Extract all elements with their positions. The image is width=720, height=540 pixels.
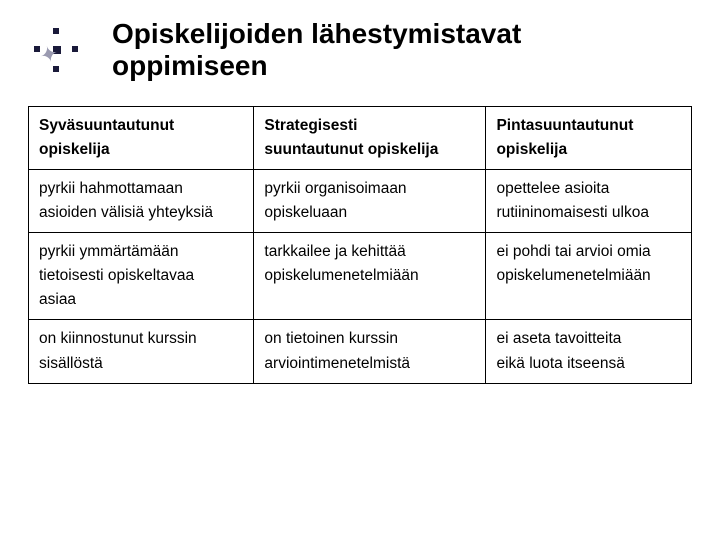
table-cell: Syväsuuntautunutopiskelija <box>29 107 254 170</box>
cell-text: eikä luota itseensä <box>496 352 681 376</box>
title-line-1: Opiskelijoiden lähestymistavat <box>112 18 521 50</box>
table-cell: on tietoinen kurssinarviointimenetelmist… <box>254 320 486 383</box>
table-cell: ei pohdi tai arvioi omiaopiskelumenetelm… <box>486 233 692 320</box>
cell-text: pyrkii organisoimaan <box>264 177 475 201</box>
table-cell: tarkkailee ja kehittääopiskelumenetelmiä… <box>254 233 486 320</box>
table-cell: Strategisestisuuntautunut opiskelija <box>254 107 486 170</box>
cell-text: opiskelumenetelmiään <box>496 264 681 288</box>
cell-text: sisällöstä <box>39 352 243 376</box>
cell-text: asioiden välisiä yhteyksiä <box>39 201 243 225</box>
cell-text: pyrkii hahmottamaan <box>39 177 243 201</box>
slide-header: ✦ Opiskelijoiden lähestymistavat oppimis… <box>28 18 692 82</box>
title-line-2: oppimiseen <box>112 50 521 82</box>
table-cell: opettelee asioitarutiininomaisesti ulkoa <box>486 170 692 233</box>
cell-text: opiskeluaan <box>264 201 475 225</box>
table-cell: pyrkii ymmärtämääntietoisesti opiskeltav… <box>29 233 254 320</box>
table-cell: pyrkii organisoimaanopiskeluaan <box>254 170 486 233</box>
table-cell: ei aseta tavoitteitaeikä luota itseensä <box>486 320 692 383</box>
table-row: on kiinnostunut kurssinsisällöstäon tiet… <box>29 320 692 383</box>
cell-text: asiaa <box>39 288 243 312</box>
cell-text: ei aseta tavoitteita <box>496 327 681 351</box>
header-text: suuntautunut opiskelija <box>264 138 475 162</box>
cell-text: opiskelumenetelmiään <box>264 264 475 288</box>
table-row: SyväsuuntautunutopiskelijaStrategisestis… <box>29 107 692 170</box>
cell-text: tietoisesti opiskeltavaa <box>39 264 243 288</box>
header-text: Syväsuuntautunut <box>39 114 243 138</box>
slide-title: Opiskelijoiden lähestymistavat oppimisee… <box>112 18 521 82</box>
header-text: Pintasuuntautunut <box>496 114 681 138</box>
approaches-table: SyväsuuntautunutopiskelijaStrategisestis… <box>28 106 692 383</box>
header-text: Strategisesti <box>264 114 475 138</box>
cell-text: on tietoinen kurssin <box>264 327 475 351</box>
table-cell: on kiinnostunut kurssinsisällöstä <box>29 320 254 383</box>
cell-text: opettelee asioita <box>496 177 681 201</box>
logo-icon: ✦ <box>28 24 84 80</box>
table-cell: Pintasuuntautunutopiskelija <box>486 107 692 170</box>
table-cell: pyrkii hahmottamaanasioiden välisiä yhte… <box>29 170 254 233</box>
cell-text: arviointimenetelmistä <box>264 352 475 376</box>
cell-text: on kiinnostunut kurssin <box>39 327 243 351</box>
header-text: opiskelija <box>39 138 243 162</box>
header-text: opiskelija <box>496 138 681 162</box>
cell-text: rutiininomaisesti ulkoa <box>496 201 681 225</box>
table-row: pyrkii ymmärtämääntietoisesti opiskeltav… <box>29 233 692 320</box>
table-row: pyrkii hahmottamaanasioiden välisiä yhte… <box>29 170 692 233</box>
cell-text: ei pohdi tai arvioi omia <box>496 240 681 264</box>
cell-text: tarkkailee ja kehittää <box>264 240 475 264</box>
cell-text: pyrkii ymmärtämään <box>39 240 243 264</box>
slide: ✦ Opiskelijoiden lähestymistavat oppimis… <box>0 0 720 540</box>
